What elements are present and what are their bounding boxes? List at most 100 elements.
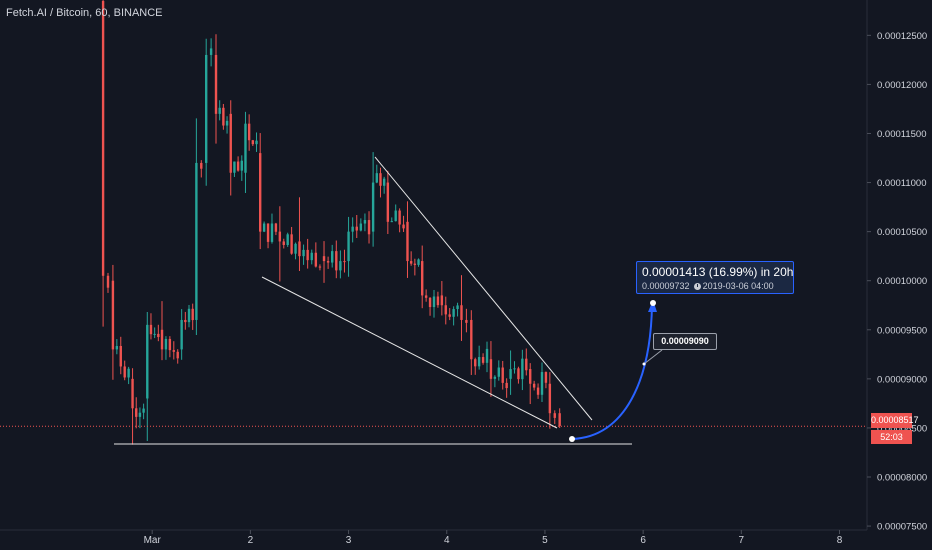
projection-start-point[interactable] bbox=[569, 436, 575, 442]
candle bbox=[218, 100, 221, 121]
candle bbox=[351, 217, 354, 243]
candle bbox=[436, 291, 440, 308]
current-price-tag: 0.00008517 bbox=[871, 413, 919, 428]
candle bbox=[465, 308, 468, 333]
measure-main-text: 0.00001413 (16.99%) in 20h bbox=[642, 265, 794, 279]
symbol-title: Fetch.AI / Bitcoin, 60, BINANCE bbox=[6, 7, 163, 19]
candle bbox=[229, 100, 232, 196]
candle bbox=[444, 296, 447, 325]
candle bbox=[266, 223, 270, 249]
candle bbox=[424, 289, 428, 302]
candle bbox=[209, 38, 213, 67]
candle bbox=[398, 208, 401, 233]
candle bbox=[318, 264, 322, 271]
projection-curve[interactable] bbox=[571, 303, 653, 440]
candle bbox=[153, 327, 156, 339]
price-tick-label: 0.00010000 bbox=[877, 276, 927, 287]
candle bbox=[355, 214, 358, 239]
price-tick-label: 0.00011000 bbox=[877, 178, 927, 189]
price-axis[interactable]: 0.00012500 0.00012000 0.00011500 0.00011000… bbox=[867, 31, 927, 533]
candle-countdown-tag: 52:03 bbox=[871, 430, 912, 444]
candle bbox=[529, 363, 532, 405]
candle bbox=[394, 204, 397, 222]
price-tick-label: 0.00008000 bbox=[877, 473, 927, 484]
candle bbox=[270, 213, 274, 244]
candle bbox=[131, 368, 134, 445]
candle bbox=[184, 311, 187, 330]
candle bbox=[146, 312, 149, 442]
candle bbox=[286, 232, 289, 247]
candle bbox=[233, 161, 236, 177]
candle bbox=[168, 336, 172, 358]
candle bbox=[477, 345, 481, 370]
candle bbox=[282, 238, 285, 249]
candle bbox=[343, 249, 346, 273]
candle bbox=[298, 197, 301, 271]
candle bbox=[176, 349, 179, 364]
candle bbox=[191, 303, 194, 330]
callout-pointer bbox=[643, 349, 663, 365]
candle bbox=[460, 275, 463, 341]
candle bbox=[379, 167, 382, 198]
candle bbox=[544, 371, 548, 389]
candle bbox=[432, 289, 436, 318]
candle bbox=[452, 306, 455, 326]
candle bbox=[513, 361, 516, 374]
candle bbox=[417, 258, 420, 267]
candle bbox=[375, 164, 378, 184]
trendline-drawings[interactable] bbox=[114, 156, 632, 445]
candle bbox=[497, 360, 500, 381]
candle bbox=[456, 302, 459, 317]
price-callout-label[interactable]: 0.00009090 bbox=[653, 333, 717, 350]
candle bbox=[406, 201, 409, 278]
candle bbox=[172, 341, 175, 360]
candle bbox=[225, 116, 229, 134]
candle bbox=[540, 362, 544, 403]
candle bbox=[326, 256, 330, 269]
price-tick-label: 0.00008500 bbox=[877, 423, 927, 434]
wedge-lower-trendline[interactable] bbox=[261, 276, 558, 429]
time-axis[interactable]: Mar 2 3 4 5 6 7 8 bbox=[144, 530, 843, 546]
candle bbox=[106, 272, 110, 293]
candle bbox=[553, 410, 556, 425]
candle bbox=[200, 160, 203, 178]
candle bbox=[290, 226, 293, 255]
wedge-upper-trendline[interactable] bbox=[374, 156, 593, 421]
candle bbox=[294, 242, 297, 260]
candle bbox=[448, 308, 451, 321]
candle bbox=[262, 221, 266, 233]
candle bbox=[115, 339, 119, 355]
measure-sub-time: 2019-03-06 04:00 bbox=[702, 281, 774, 291]
candle bbox=[119, 336, 122, 375]
candle bbox=[274, 222, 278, 236]
time-tick-label: Mar bbox=[144, 535, 162, 546]
candle bbox=[428, 297, 432, 316]
time-tick-label: 2 bbox=[248, 535, 254, 546]
clock-icon bbox=[693, 283, 701, 290]
candle bbox=[255, 132, 258, 152]
measure-sub-price: 0.00009732 bbox=[642, 281, 690, 291]
candle bbox=[157, 324, 160, 342]
time-tick-label: 7 bbox=[739, 535, 745, 546]
candle bbox=[421, 245, 424, 309]
candlestick-series bbox=[101, 0, 561, 445]
candle bbox=[187, 304, 191, 328]
candle bbox=[195, 118, 198, 335]
projection-arrowhead bbox=[648, 300, 657, 312]
candle bbox=[302, 244, 305, 265]
candle bbox=[371, 152, 375, 247]
candle bbox=[390, 217, 393, 223]
callout-anchor-point bbox=[642, 362, 646, 366]
measure-sub-text: 0.00009732 2019-03-06 04:00 bbox=[642, 281, 774, 291]
projection-end-point[interactable] bbox=[650, 300, 656, 306]
candle bbox=[339, 250, 342, 279]
candle bbox=[493, 375, 497, 388]
candle bbox=[413, 258, 417, 276]
candle bbox=[138, 407, 142, 429]
candle bbox=[440, 281, 444, 316]
candle bbox=[180, 309, 183, 360]
candle bbox=[214, 34, 218, 144]
candle bbox=[347, 216, 350, 277]
candle bbox=[485, 341, 489, 373]
